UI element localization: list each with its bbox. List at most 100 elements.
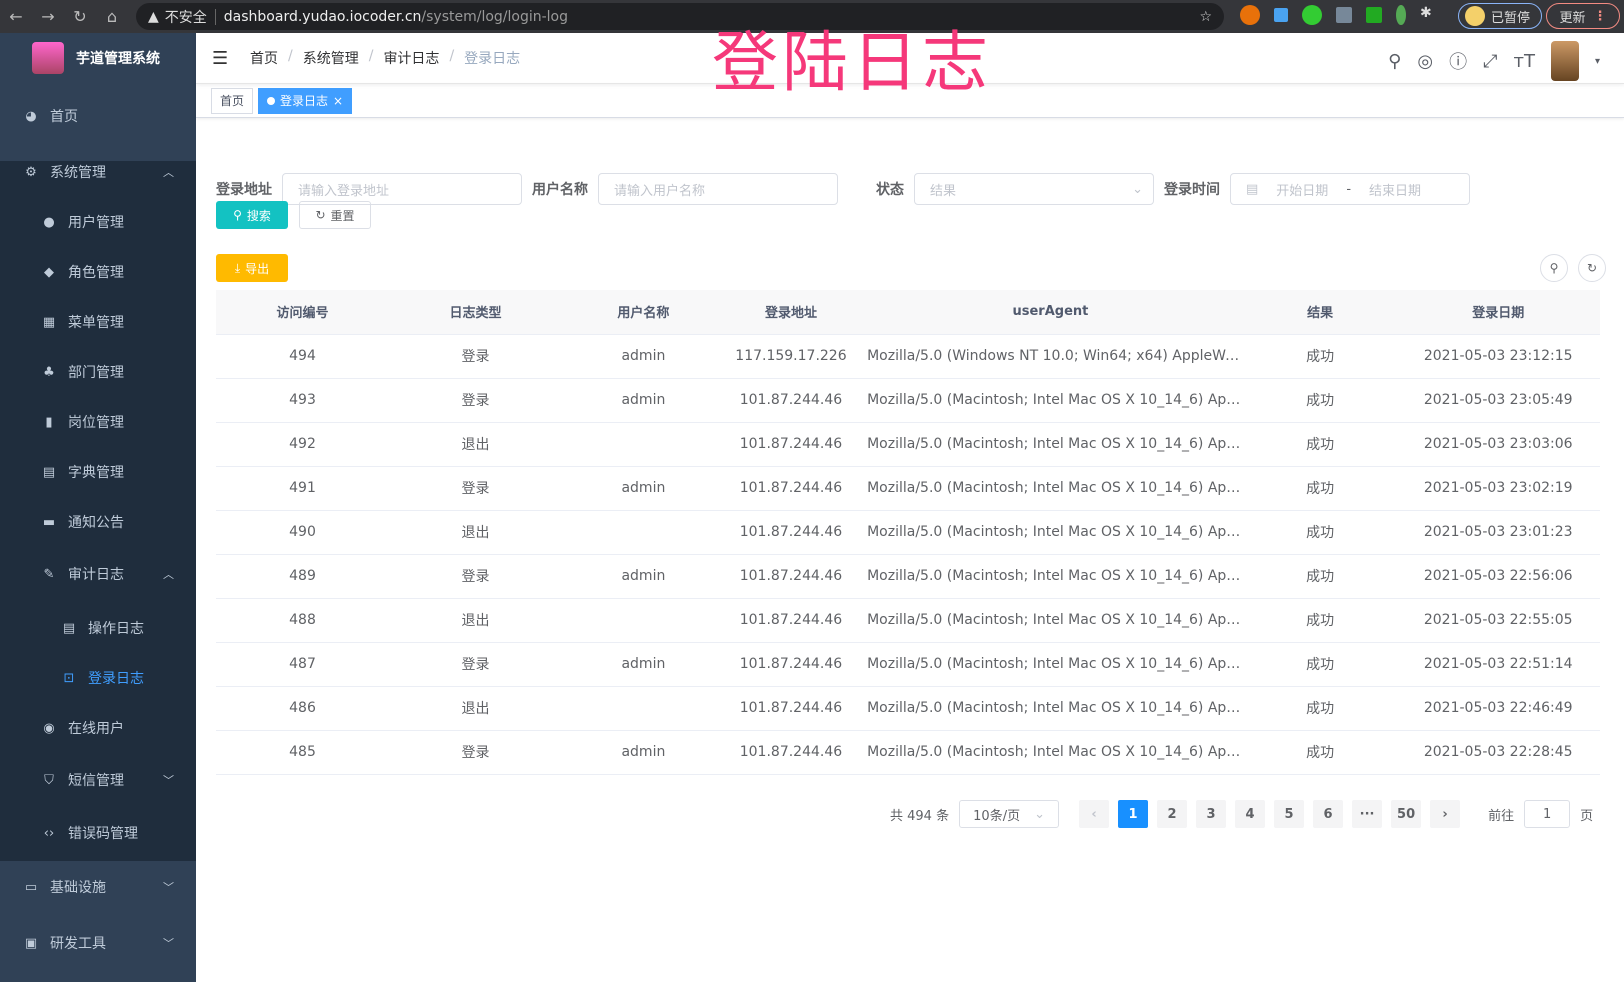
profile-button[interactable]: 已暂停	[1458, 3, 1542, 29]
table-row[interactable]: 486 退出 101.87.244.46 Mozilla/5.0 (Macintosh…	[216, 686, 1600, 731]
sidebar-item[interactable]: ◉ 在线用户	[0, 703, 196, 753]
question-icon[interactable]: ⓘ	[1449, 52, 1468, 73]
tag-login-log[interactable]: 登录日志 ×	[258, 87, 353, 114]
breadcrumb: 首页 / 系统管理 / 审计日志 / 登录日志	[250, 48, 521, 67]
user-icon: ●	[43, 214, 55, 230]
username-input[interactable]: 请输入用户名称	[598, 173, 838, 205]
refresh-button[interactable]: ↻	[1578, 254, 1606, 282]
end-date[interactable]: 结束日期	[1369, 183, 1422, 199]
sidebar-item[interactable]: ◆ 角色管理	[0, 247, 196, 297]
extension-icon[interactable]	[1396, 5, 1406, 25]
sidebar-item[interactable]: ‹› 错误码管理	[0, 808, 196, 858]
table-cell: 117.159.17.226	[724, 334, 858, 379]
sidebar-item[interactable]: ● 用户管理	[0, 197, 196, 247]
more-icon: ⋮	[1593, 8, 1607, 24]
start-date[interactable]: 开始日期	[1276, 183, 1329, 199]
tag-label: 登录日志	[280, 94, 329, 108]
tag-home[interactable]: 首页	[211, 87, 254, 114]
sidebar-item-label: 首页	[50, 109, 78, 125]
table-row[interactable]: 491 登录 admin 101.87.244.46 Mozilla/5.0 (Maci…	[216, 466, 1600, 511]
toggle-search-button[interactable]: ⚲	[1540, 254, 1568, 282]
table-row[interactable]: 492 退出 101.87.244.46 Mozilla/5.0 (Macintosh…	[216, 422, 1600, 467]
page-button[interactable]: 2	[1157, 800, 1188, 828]
prev-page-button[interactable]: ‹	[1079, 800, 1110, 828]
total-count: 共 494 条	[890, 808, 950, 824]
url-host: dashboard.yudao.iocoder.cn	[223, 8, 422, 25]
sidebar-item[interactable]: ▬ 通知公告	[0, 497, 196, 547]
update-button[interactable]: 更新 ⋮	[1546, 3, 1620, 29]
sidebar-item[interactable]: ▤ 字典管理	[0, 447, 196, 497]
extension-icon[interactable]	[1336, 7, 1352, 23]
log-icon: ✎	[43, 566, 55, 582]
breadcrumb-item[interactable]: 审计日志	[383, 51, 440, 67]
search-icon[interactable]: ⚲	[1388, 50, 1402, 72]
table-row[interactable]: 485 登录 admin 101.87.244.46 Mozilla/5.0 (Maci…	[216, 730, 1600, 775]
sidebar-item[interactable]: ⊡ 登录日志	[0, 653, 196, 703]
reload-icon[interactable]: ↻	[73, 7, 87, 26]
close-icon[interactable]: ×	[333, 93, 344, 108]
sidebar-item[interactable]: ♣ 部门管理	[0, 347, 196, 397]
sidebar-item-label: 部门管理	[68, 365, 124, 381]
table-cell: 登录	[389, 554, 562, 599]
extension-icon[interactable]	[1366, 7, 1382, 23]
github-icon[interactable]: ◎	[1417, 50, 1434, 72]
page-button[interactable]: 6	[1313, 800, 1344, 828]
table-row[interactable]: 494 登录 admin 117.159.17.226 Mozilla/5.0 (Win…	[216, 334, 1600, 379]
table-row[interactable]: 488 退出 101.87.244.46 Mozilla/5.0 (Macintosh…	[216, 598, 1600, 643]
date-range-picker[interactable]: ▤ 开始日期 - 结束日期	[1230, 173, 1470, 205]
page-button[interactable]: 1	[1118, 800, 1149, 828]
breadcrumb-item[interactable]: 首页	[250, 51, 278, 67]
font-size-icon[interactable]: тT	[1513, 50, 1535, 72]
sidebar-item[interactable]: ⛉ 短信管理 ﹀	[0, 755, 196, 805]
logo[interactable]: 芋道管理系统	[0, 33, 196, 83]
extension-icon[interactable]	[1302, 5, 1322, 25]
goto-page-input[interactable]: 1	[1524, 800, 1571, 828]
table-row[interactable]: 490 退出 101.87.244.46 Mozilla/5.0 (Macintosh…	[216, 510, 1600, 555]
extension-icon[interactable]	[1274, 8, 1288, 22]
bookmark-star-icon[interactable]: ☆	[1199, 8, 1212, 25]
sidebar-item[interactable]: ▭ 基础设施 ﹀	[0, 862, 196, 912]
page-button[interactable]: ···	[1352, 800, 1383, 828]
sidebar-item[interactable]: ▤ 操作日志	[0, 603, 196, 653]
hamburger-icon[interactable]: ☰	[212, 47, 229, 69]
table-cell	[562, 598, 725, 643]
home-icon[interactable]: ⌂	[106, 7, 118, 26]
table-cell: admin	[562, 334, 725, 379]
puzzle-icon[interactable]: ✱	[1420, 5, 1432, 21]
sidebar-item[interactable]: ▮ 岗位管理	[0, 397, 196, 447]
page-button[interactable]: 5	[1274, 800, 1305, 828]
page-button[interactable]: 3	[1196, 800, 1227, 828]
fullscreen-icon[interactable]: ⤢	[1483, 50, 1498, 72]
export-button[interactable]: ⤓ 导出	[216, 254, 288, 282]
back-icon[interactable]: ←	[9, 7, 23, 26]
page-button[interactable]: 50	[1391, 800, 1422, 828]
table-row[interactable]: 489 登录 admin 101.87.244.46 Mozilla/5.0 (Maci…	[216, 554, 1600, 599]
page-button[interactable]: 4	[1235, 800, 1266, 828]
extension-icon[interactable]	[1240, 5, 1260, 25]
submenu-bg	[0, 161, 196, 861]
sidebar-item[interactable]: ✎ 审计日志 ︿	[0, 549, 196, 599]
next-page-button[interactable]: ›	[1430, 800, 1461, 828]
address-bar[interactable]: ▲ 不安全 dashboard.yudao.iocoder.cn/system/…	[136, 3, 1224, 30]
table-cell: 489	[216, 554, 389, 599]
table-cell	[562, 686, 725, 731]
table-cell: 退出	[389, 598, 562, 643]
sidebar-item[interactable]: ▦ 菜单管理	[0, 297, 196, 347]
table-row[interactable]: 487 登录 admin 101.87.244.46 Mozilla/5.0 (Maci…	[216, 642, 1600, 687]
page-size-select[interactable]: 10条/页 ⌄	[959, 800, 1060, 828]
sidebar-item[interactable]: ⚙ 系统管理 ︿	[0, 147, 196, 197]
avatar[interactable]	[1550, 41, 1579, 81]
reset-button[interactable]: ↻ 重置	[299, 201, 371, 229]
search-button[interactable]: ⚲ 搜索	[216, 201, 288, 229]
sidebar-item[interactable]: ▣ 研发工具 ﹀	[0, 918, 196, 968]
caret-down-icon[interactable]: ▾	[1594, 55, 1600, 67]
table-row[interactable]: 493 登录 admin 101.87.244.46 Mozilla/5.0 (Maci…	[216, 378, 1600, 423]
table-cell: Mozilla/5.0 (Macintosh; Intel Mac OS X 1…	[857, 598, 1244, 643]
status-select[interactable]: 结果 ⌄	[914, 173, 1154, 205]
forward-icon[interactable]: →	[41, 7, 55, 26]
sidebar-item[interactable]: ◕ 首页	[0, 91, 196, 141]
table-cell: 101.87.244.46	[724, 642, 858, 687]
breadcrumb-item[interactable]: 系统管理	[302, 51, 359, 67]
search-icon: ⚲	[233, 208, 242, 222]
address-input[interactable]: 请输入登录地址	[282, 173, 522, 205]
